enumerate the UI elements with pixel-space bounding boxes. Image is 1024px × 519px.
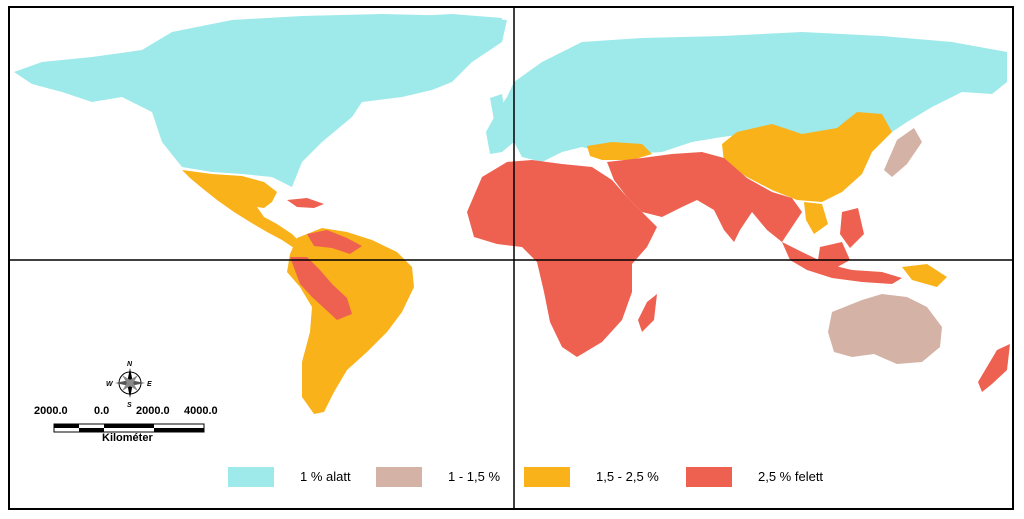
legend-label-low: 1 % alatt — [300, 469, 351, 484]
region-japan — [884, 128, 922, 177]
region-australia — [828, 294, 942, 364]
map-frame: N S E W — [8, 6, 1014, 510]
region-turkey — [587, 142, 652, 160]
legend-label-mid-high: 1,5 - 2,5 % — [596, 469, 659, 484]
region-middle-east-south-asia — [607, 152, 802, 242]
legend-swatch-high — [686, 467, 732, 487]
compass-s: S — [127, 402, 132, 409]
compass-e: E — [147, 381, 152, 388]
compass-w: W — [106, 381, 114, 388]
region-philippines — [840, 208, 864, 248]
region-greenland — [382, 14, 502, 72]
region-north-america — [14, 14, 507, 187]
region-central-america — [182, 170, 300, 248]
world-map: N S E W — [10, 8, 1012, 508]
legend-swatch-mid-low — [376, 467, 422, 487]
scale-bar-graphic — [53, 423, 205, 433]
region-china — [722, 112, 892, 202]
compass-rose: N S E W — [106, 361, 152, 409]
region-png — [902, 264, 947, 287]
scale-tick-2: 2000.0 — [136, 405, 170, 417]
region-andes — [290, 257, 352, 320]
region-indochina — [804, 202, 828, 234]
scale-tick-3: 4000.0 — [184, 405, 218, 417]
region-new-zealand — [978, 344, 1010, 392]
region-uk — [490, 94, 505, 120]
region-indonesia — [782, 242, 902, 284]
scale-tick-0: 2000.0 — [34, 405, 68, 417]
scale-tick-1: 0.0 — [94, 405, 110, 417]
region-eurasia-north — [486, 32, 1007, 162]
region-south-america — [287, 228, 414, 414]
legend-swatch-low — [228, 467, 274, 487]
legend-label-high: 2,5 % felett — [758, 469, 824, 484]
region-borneo — [818, 242, 850, 270]
region-caribbean — [287, 198, 324, 208]
legend-label-mid-low: 1 - 1,5 % — [448, 469, 501, 484]
compass-n: N — [127, 361, 133, 368]
scale-unit: Kilométer — [102, 432, 153, 444]
legend-swatch-mid-high — [524, 467, 570, 487]
region-venezuela — [307, 230, 362, 254]
region-madagascar — [638, 294, 657, 332]
